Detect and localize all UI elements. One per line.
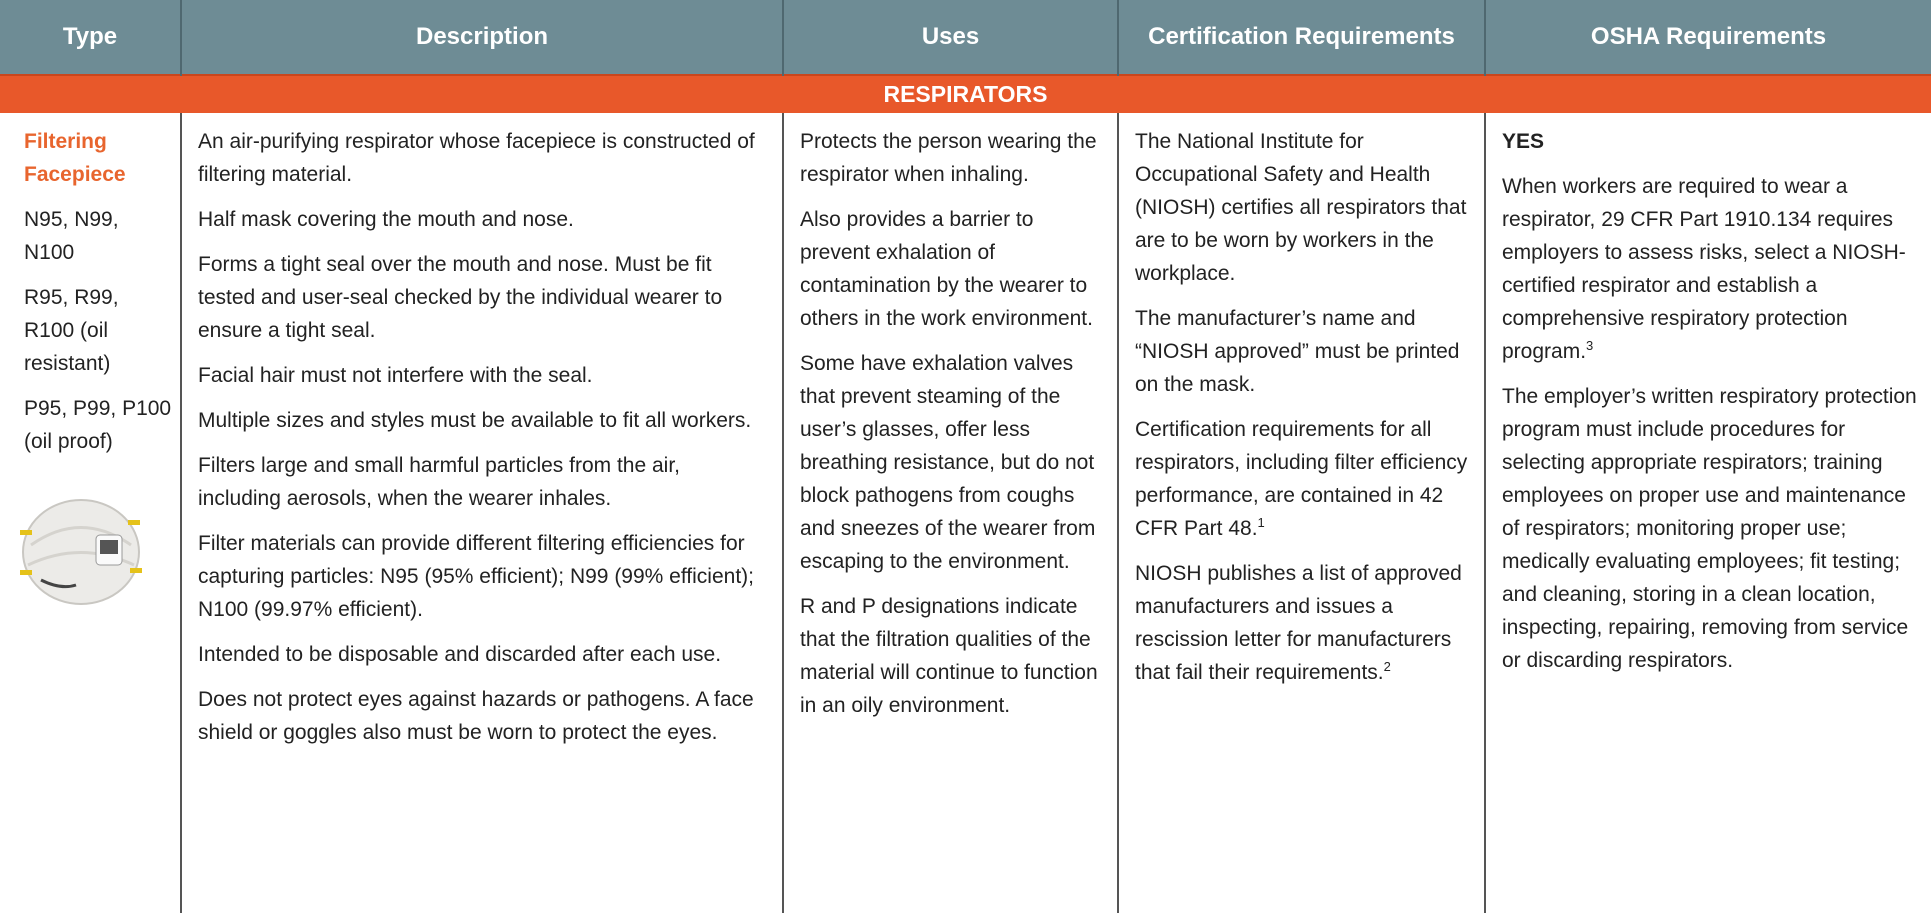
header-row: Type Description Uses Certification Require… — [0, 0, 1931, 75]
footnote-ref: 1 — [1257, 515, 1265, 530]
column-header: Type — [0, 0, 181, 75]
osha-cell: YES When workers are required to wear a … — [1484, 113, 1931, 913]
uses-paragraph: Some have exhalation valves that prevent… — [800, 352, 1096, 573]
rating: P95, P99, P100 (oil proof) — [24, 397, 172, 453]
certification-paragraph: The National Institute for Occupational … — [1135, 125, 1470, 290]
description-paragraph: Filter materials can provide different f… — [198, 532, 754, 621]
column-header: Uses — [782, 0, 1118, 75]
description-paragraph: Does not protect eyes against hazards or… — [198, 688, 754, 744]
description-paragraph: Filters large and small harmful particle… — [198, 454, 681, 510]
description-paragraph: Half mask covering the mouth and nose. — [198, 208, 574, 231]
paragraph-text: The employer’s written respiratory prote… — [1502, 385, 1917, 672]
column-header: Certification Requirements — [1117, 0, 1485, 75]
type-cell: Filtering Facepiece N95, N99, N100 R95, R… — [0, 113, 181, 913]
description-paragraph: An air-purifying respirator whose facepi… — [198, 130, 755, 186]
description-paragraph: Facial hair must not interfere with the … — [198, 364, 593, 387]
osha-answer: YES — [1502, 130, 1545, 153]
mask-image — [20, 499, 142, 605]
column-header: Description — [180, 0, 783, 75]
footnote-ref: 3 — [1586, 338, 1594, 353]
rating: N95, N99, N100 — [24, 208, 119, 264]
section-row: RESPIRATORS — [0, 74, 1931, 113]
paragraph-text: The manufacturer’s name and “NIOSH appro… — [1135, 307, 1460, 396]
certification-cell: The National Institute for Occupational … — [1117, 113, 1485, 913]
uses-paragraph: R and P designations indicate that the f… — [800, 595, 1098, 717]
footnote-ref: 2 — [1383, 659, 1391, 674]
description-paragraph: Forms a tight seal over the mouth and no… — [198, 253, 723, 342]
uses-paragraph: Also provides a barrier to prevent exhal… — [800, 208, 1093, 330]
uses-paragraph: Protects the person wearing the respirat… — [800, 130, 1097, 186]
section-title: RESPIRATORS — [0, 74, 1931, 113]
paragraph-text: NIOSH publishes a list of approved manuf… — [1135, 562, 1462, 684]
rating: R95, R99, R100 (oil resistant) — [24, 286, 119, 375]
paragraph-text: The National Institute for Occupational … — [1135, 130, 1467, 285]
paragraph-text: Certification requirements for all respi… — [1135, 418, 1468, 540]
description-cell: An air-purifying respirator whose facepi… — [180, 113, 783, 913]
description-paragraph: Multiple sizes and styles must be availa… — [198, 409, 752, 432]
paragraph-text: When workers are required to wear a resp… — [1502, 175, 1906, 363]
type-name: Filtering Facepiece — [24, 130, 126, 186]
description-paragraph: Intended to be disposable and discarded … — [198, 643, 722, 666]
body-row: Filtering Facepiece N95, N99, N100 R95, R… — [0, 113, 1931, 913]
certification-paragraph: NIOSH publishes a list of approved manuf… — [1135, 557, 1470, 689]
column-header: OSHA Requirements — [1484, 0, 1931, 75]
uses-cell: Protects the person wearing the respirat… — [782, 113, 1118, 913]
osha-paragraph: The employer’s written respiratory prote… — [1502, 380, 1917, 677]
certification-paragraph: The manufacturer’s name and “NIOSH appro… — [1135, 302, 1470, 401]
osha-paragraph: When workers are required to wear a resp… — [1502, 170, 1917, 368]
certification-paragraph: Certification requirements for all respi… — [1135, 413, 1470, 545]
